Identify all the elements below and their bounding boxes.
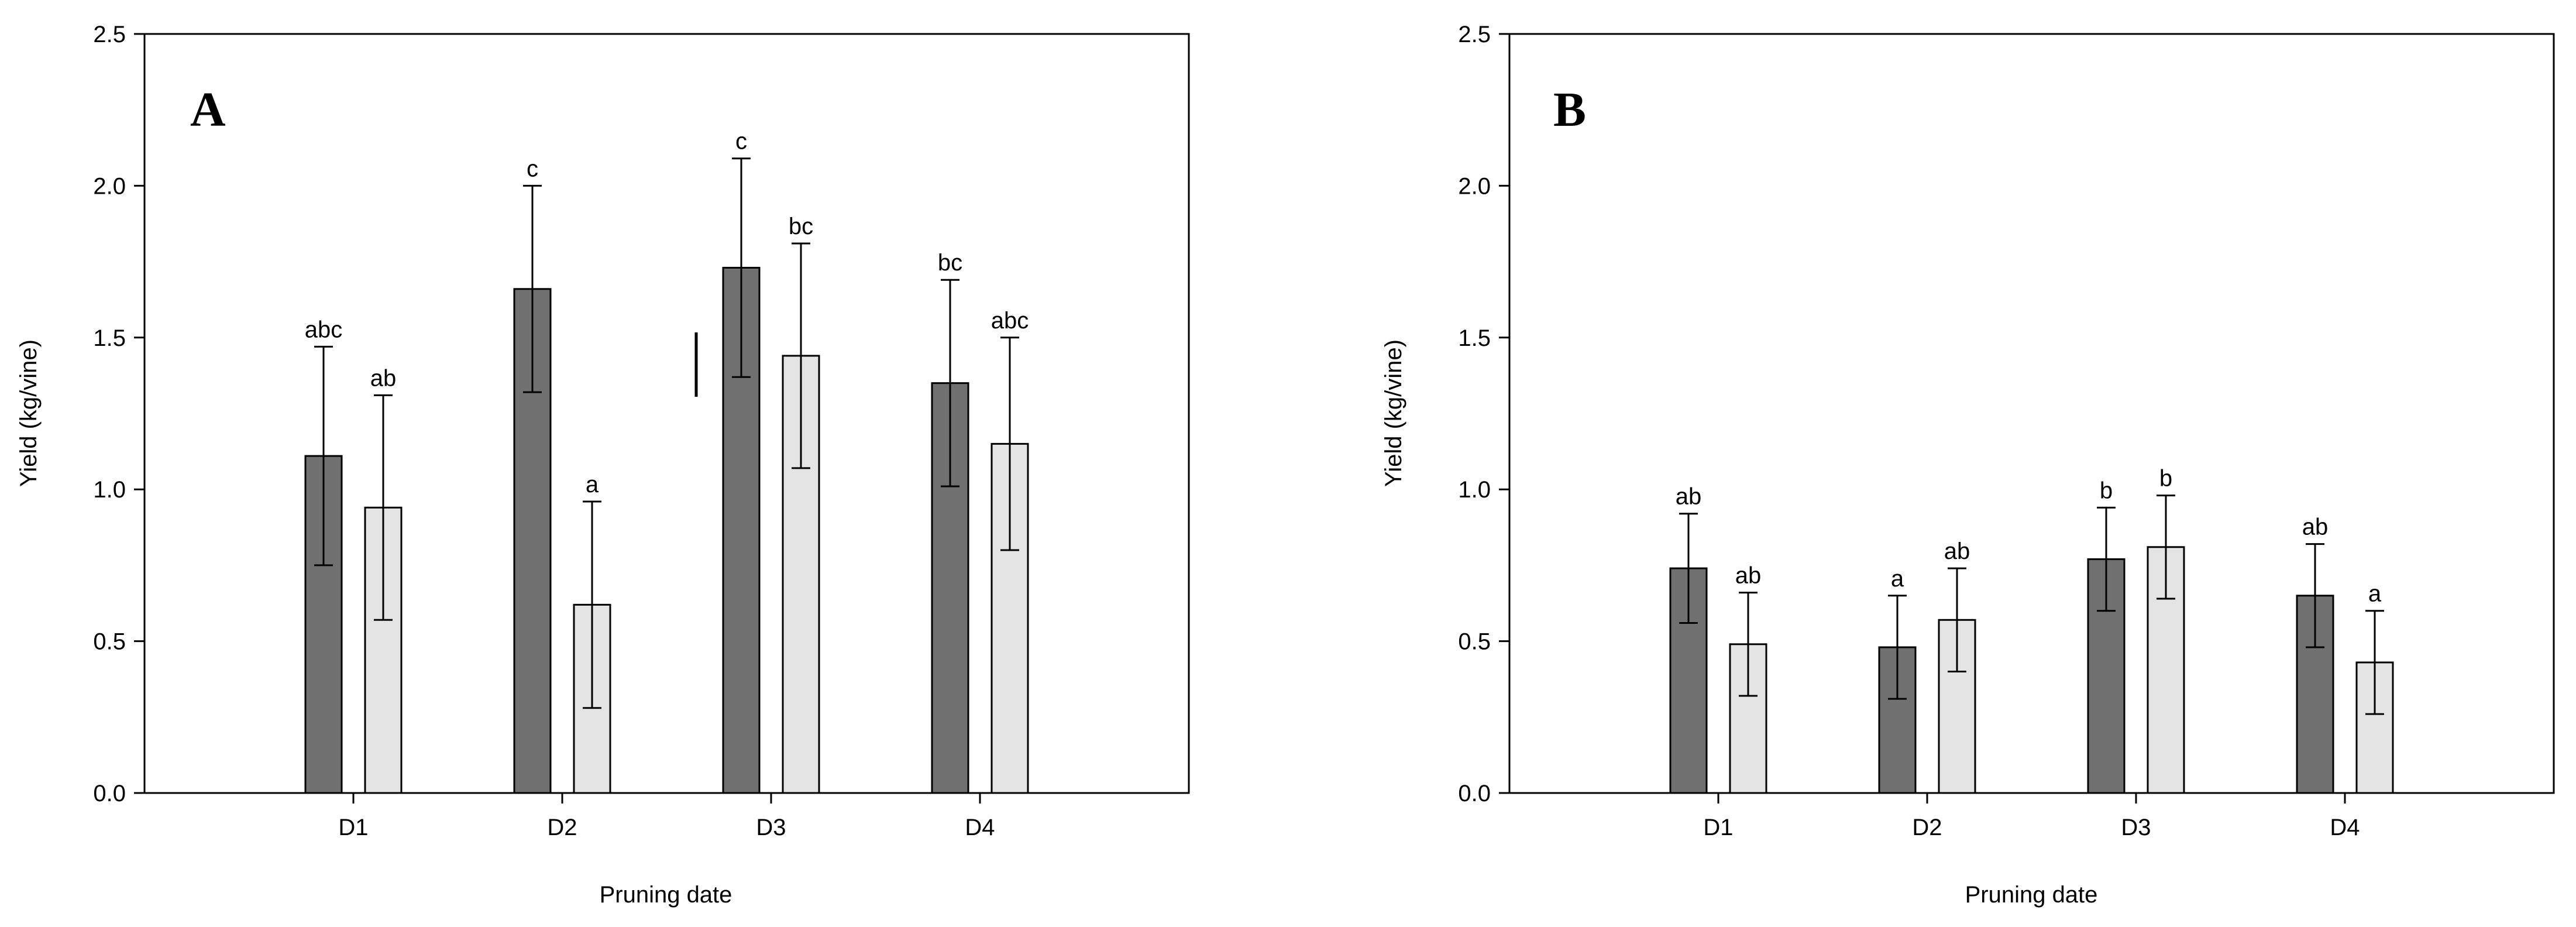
significance-label-a-s0-1: c bbox=[527, 156, 538, 181]
significance-label-a-s0-2: c bbox=[735, 129, 747, 154]
significance-label-b-s0-1: a bbox=[1891, 566, 1904, 592]
chart-panel-a: A Yield (kg/vine) Pruning date 0.0 0.5 1.0… bbox=[16, 22, 1190, 908]
significance-label-b-s1-1: ab bbox=[1944, 538, 1970, 564]
x-tick-label-a-0: D1 bbox=[338, 815, 368, 840]
plot-frame-b bbox=[1508, 33, 2555, 794]
x-axis-label-b: Pruning date bbox=[1965, 882, 2098, 908]
y-tick-label-a-0: 0.0 bbox=[93, 781, 126, 806]
y-tick-label-a-5: 2.5 bbox=[93, 22, 126, 47]
significance-label-a-s1-2: bc bbox=[789, 214, 813, 239]
error-bars-a bbox=[314, 157, 1019, 709]
panel-label-b: B bbox=[1553, 83, 1586, 137]
y-tick-label-b-4: 2.0 bbox=[1458, 173, 1491, 199]
bar-b-s0-1 bbox=[1878, 646, 1917, 794]
significance-label-a-s0-3: bc bbox=[938, 250, 962, 276]
x-tick-label-b-0: D1 bbox=[1703, 815, 1733, 840]
y-tick-label-b-2: 1.0 bbox=[1458, 477, 1491, 503]
x-tick-label-b-1: D2 bbox=[1912, 815, 1942, 840]
y-tick-label-a-2: 1.0 bbox=[93, 477, 126, 503]
y-tick-label-a-4: 2.0 bbox=[93, 173, 126, 199]
plot-frame-a bbox=[143, 33, 1190, 794]
x-tick-label-a-1: D2 bbox=[547, 815, 577, 840]
x-axis-label-a: Pruning date bbox=[600, 882, 732, 908]
significance-label-b-s0-3: ab bbox=[2302, 514, 2329, 540]
x-tick-label-a-3: D4 bbox=[965, 815, 995, 840]
significance-label-a-s1-1: a bbox=[586, 472, 599, 497]
significance-label-b-s1-0: ab bbox=[1735, 563, 1762, 589]
x-tick-label-b-3: D4 bbox=[2330, 815, 2360, 840]
panel-label-a: A bbox=[190, 83, 226, 137]
y-axis-label-a: Yield (kg/vine) bbox=[16, 339, 42, 487]
x-ticks-a: D1 D2 D3 D4 bbox=[338, 793, 995, 840]
y-ticks-a: 0.0 0.5 1.0 1.5 2.0 2.5 bbox=[93, 22, 145, 806]
x-tick-label-a-2: D3 bbox=[756, 815, 786, 840]
y-ticks-b: 0.0 0.5 1.0 1.5 2.0 2.5 bbox=[1458, 22, 1509, 806]
x-tick-label-b-2: D3 bbox=[2121, 815, 2151, 840]
significance-label-a-s0-0: abc bbox=[305, 317, 343, 342]
significance-label-b-s1-3: a bbox=[2368, 581, 2382, 607]
significance-label-a-s1-3: abc bbox=[991, 308, 1029, 334]
y-tick-label-b-5: 2.5 bbox=[1458, 22, 1491, 47]
chart-panel-b: B Yield (kg/vine) Pruning date 0.0 0.5 1.0… bbox=[1381, 22, 2555, 908]
x-ticks-b: D1 D2 D3 D4 bbox=[1703, 793, 2360, 840]
y-tick-label-b-3: 1.5 bbox=[1458, 325, 1491, 351]
y-tick-label-b-0: 0.0 bbox=[1458, 781, 1491, 806]
y-axis-label-b: Yield (kg/vine) bbox=[1381, 339, 1406, 487]
significance-label-b-s0-2: b bbox=[2100, 478, 2113, 503]
significance-label-a-s1-0: ab bbox=[370, 365, 397, 391]
significance-label-b-s0-0: ab bbox=[1676, 484, 1702, 510]
y-tick-label-a-1: 0.5 bbox=[93, 629, 126, 655]
significance-label-b-s1-2: b bbox=[2159, 466, 2172, 492]
y-tick-label-a-3: 1.5 bbox=[93, 325, 126, 351]
y-tick-label-b-1: 0.5 bbox=[1458, 629, 1491, 655]
error-bars-b bbox=[1679, 495, 2384, 715]
